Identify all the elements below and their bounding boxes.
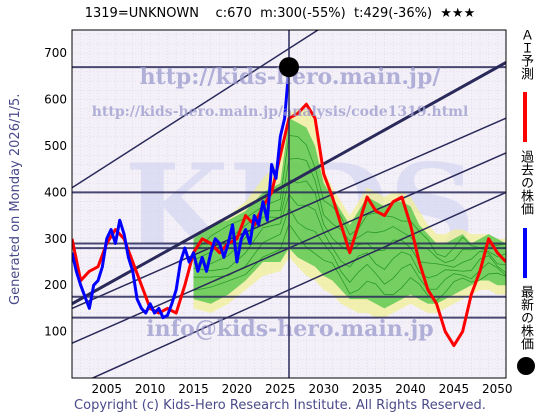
x-tick-label: 2010 (135, 382, 166, 396)
legend-past-price-label: 過去の株価 (518, 150, 533, 215)
forecast-path (193, 223, 506, 302)
y-tick-label: 100 (44, 325, 67, 339)
forecast-path (193, 193, 506, 279)
y-tick-label: 500 (44, 139, 67, 153)
latest-price-marker (279, 57, 299, 78)
x-tick-label: 2040 (395, 382, 426, 396)
watermark-email: info@kids-hero.main.jp (146, 316, 433, 342)
x-tick-label: 2045 (439, 382, 470, 396)
legend-latest-price-label: 最新の株価 (518, 285, 533, 350)
generated-date-label: Generated on Monday 2026/1/5. (8, 93, 23, 305)
plot-frame (71, 29, 507, 379)
x-tick-label: 2025 (265, 382, 296, 396)
forecast-bands (193, 108, 506, 318)
x-tick-label: 2035 (352, 382, 383, 396)
x-tick-label: 2030 (308, 382, 339, 396)
x-tick-label: 2050 (482, 382, 513, 396)
watermark-url-detail: http://kids-hero.main.jp/analysis/code13… (92, 104, 469, 120)
y-axis-ticks: 100 200 300 400 500 600 700 (44, 46, 67, 338)
x-tick-label: 2015 (178, 382, 209, 396)
forecast-band-green (193, 118, 506, 309)
forecast-path (193, 158, 506, 264)
legend-past-price-swatch (523, 228, 527, 278)
x-tick-label: 2020 (222, 382, 253, 396)
y-tick-label: 300 (44, 232, 67, 246)
y-tick-label: 200 (44, 278, 67, 292)
copyright-footer: Copyright (c) Kids-Hero Research Institu… (74, 398, 486, 413)
x-axis-ticks: 2005 2010 2015 2020 2025 2030 2035 2040 2045 2050 (91, 382, 512, 396)
forecast-path (193, 206, 506, 290)
x-tick-label: 2005 (91, 382, 122, 396)
chart-title: 1319=UNKNOWN c:670 m:300(-55%) t:429(-36… (84, 6, 476, 21)
past-price-line (72, 66, 291, 320)
legend-latest-price-dot (517, 357, 535, 375)
y-tick-label: 700 (44, 46, 67, 60)
y-tick-label: 600 (44, 93, 67, 107)
y-tick-label: 400 (44, 185, 67, 199)
legend-ai-forecast-label: ＡＩ予測 (518, 28, 533, 80)
legend-ai-forecast-swatch (523, 92, 527, 142)
